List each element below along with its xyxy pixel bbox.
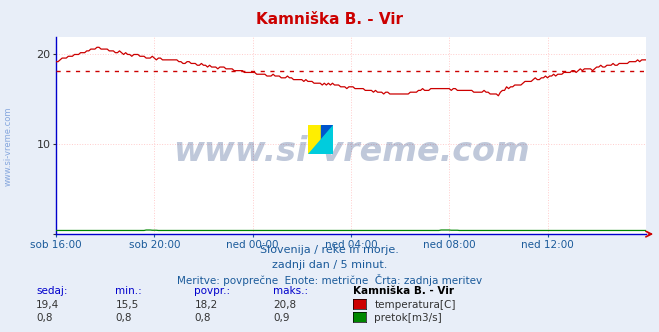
Text: zadnji dan / 5 minut.: zadnji dan / 5 minut. xyxy=(272,260,387,270)
Text: 0,8: 0,8 xyxy=(115,313,132,323)
Bar xyxy=(308,125,321,154)
Text: sedaj:: sedaj: xyxy=(36,286,68,296)
Text: 20,8: 20,8 xyxy=(273,300,297,310)
Bar xyxy=(321,125,333,154)
Text: www.si-vreme.com: www.si-vreme.com xyxy=(4,106,13,186)
Text: Slovenija / reke in morje.: Slovenija / reke in morje. xyxy=(260,245,399,255)
Text: 15,5: 15,5 xyxy=(115,300,138,310)
Text: maks.:: maks.: xyxy=(273,286,308,296)
Text: Kamniška B. - Vir: Kamniška B. - Vir xyxy=(353,286,453,296)
Polygon shape xyxy=(308,125,333,154)
Text: www.si-vreme.com: www.si-vreme.com xyxy=(173,134,529,168)
Text: 0,8: 0,8 xyxy=(36,313,53,323)
Text: Meritve: povprečne  Enote: metrične  Črta: zadnja meritev: Meritve: povprečne Enote: metrične Črta:… xyxy=(177,274,482,286)
Text: temperatura[C]: temperatura[C] xyxy=(374,300,456,310)
Text: Kamniška B. - Vir: Kamniška B. - Vir xyxy=(256,12,403,27)
Text: 0,9: 0,9 xyxy=(273,313,290,323)
Text: 18,2: 18,2 xyxy=(194,300,217,310)
Text: pretok[m3/s]: pretok[m3/s] xyxy=(374,313,442,323)
Text: 19,4: 19,4 xyxy=(36,300,59,310)
Text: 0,8: 0,8 xyxy=(194,313,211,323)
Text: min.:: min.: xyxy=(115,286,142,296)
Text: povpr.:: povpr.: xyxy=(194,286,231,296)
